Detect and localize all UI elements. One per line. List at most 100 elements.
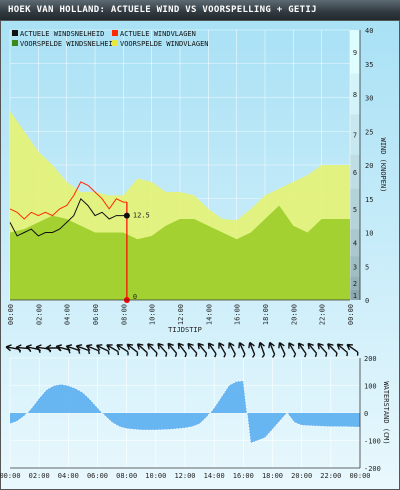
series-actual-gusts xyxy=(9,181,127,220)
arrow-shape xyxy=(95,344,110,355)
beaufort-band xyxy=(350,229,360,257)
wind-direction-arrow xyxy=(65,344,81,354)
arrow-shape xyxy=(207,342,217,358)
legend-label: VOORSPELDE WINDSNELHEID xyxy=(20,40,117,48)
beaufort-band xyxy=(350,276,360,290)
wind-direction-arrow xyxy=(207,342,217,358)
wind-direction-arrow xyxy=(157,342,168,357)
legend-swatch xyxy=(12,30,18,36)
wind-ytick-label: 35 xyxy=(365,61,373,69)
wind-ytick-label: 15 xyxy=(365,196,373,204)
legend-swatch xyxy=(112,30,118,36)
wind-direction-arrow xyxy=(187,342,198,357)
tide-xtick-label: 10:00 xyxy=(145,472,166,480)
arrow-shape xyxy=(126,343,139,356)
now-speed-marker xyxy=(123,212,130,219)
arrow-shape xyxy=(297,342,307,358)
wind-xtick-label: 20:00 xyxy=(290,304,298,325)
wind-xtick-label: 06:00 xyxy=(92,304,100,325)
tide-ytick-label: 0 xyxy=(364,410,368,418)
tide-xtick-label: 06:00 xyxy=(87,472,108,480)
wind-direction-arrow xyxy=(85,344,100,355)
beaufort-band xyxy=(350,289,360,300)
wind-xtick-label: 16:00 xyxy=(234,304,242,325)
beaufort-label: 8 xyxy=(353,91,357,99)
wind-xtick-label: 00:00 xyxy=(7,304,15,325)
arrow-shape xyxy=(238,341,246,358)
beaufort-label: 7 xyxy=(353,132,357,140)
wind-ytick-label: 0 xyxy=(365,297,369,305)
wind-direction-arrow xyxy=(95,344,110,355)
arrow-shape xyxy=(317,342,328,357)
wind-xtick-label: 18:00 xyxy=(262,304,270,325)
wind-direction-arrow xyxy=(55,344,71,354)
arrow-shape xyxy=(15,344,32,353)
legend-label: ACTUELE WINDSNELHEID xyxy=(20,30,104,38)
wind-xtick-label: 08:00 xyxy=(120,304,128,325)
beaufort-band xyxy=(350,154,360,189)
wind-direction-arrow xyxy=(45,344,62,352)
wind-direction-arrow xyxy=(346,343,359,356)
wind-xtick-label: 14:00 xyxy=(205,304,213,325)
tide-ytick-label: -200 xyxy=(364,465,381,473)
wind-direction-arrow xyxy=(258,341,266,358)
wind-direction-arrow xyxy=(5,344,21,353)
wind-direction-arrow xyxy=(218,342,227,358)
tide-xtick-label: 00:00 xyxy=(0,472,21,480)
arrow-shape xyxy=(187,342,198,357)
wind-direction-arrow xyxy=(15,344,32,353)
arrow-shape xyxy=(248,341,256,358)
wind-xtick-label: 00:00 xyxy=(347,304,355,325)
arrow-shape xyxy=(327,343,338,357)
beaufort-label: 3 xyxy=(353,263,357,271)
arrow-shape xyxy=(157,342,168,357)
wind-ytick-label: 30 xyxy=(365,95,373,103)
arrow-shape xyxy=(5,344,21,353)
arrow-shape xyxy=(197,342,208,358)
tide-xtick-label: 20:00 xyxy=(291,472,312,480)
wind-ytick-label: 5 xyxy=(365,263,369,271)
arrow-shape xyxy=(278,341,286,358)
arrow-shape xyxy=(25,344,41,354)
wind-direction-arrow xyxy=(268,341,276,358)
tide-ylabel: WATERSTAND (CM) xyxy=(382,381,390,444)
arrow-shape xyxy=(75,344,91,355)
wind-direction-arrow xyxy=(25,344,41,354)
wind-direction-arrow xyxy=(197,342,208,358)
arrow-shape xyxy=(288,342,297,358)
tide-xtick-label: 16:00 xyxy=(233,472,254,480)
wind-direction-arrow xyxy=(167,342,178,358)
wind-direction-arrow xyxy=(35,344,52,353)
wind-direction-arrow xyxy=(248,341,256,358)
beaufort-label: 9 xyxy=(353,49,357,57)
beaufort-label: 2 xyxy=(353,280,357,288)
arrow-shape xyxy=(167,342,178,358)
arrow-shape xyxy=(336,343,349,357)
wind-xlabel: TIJDSTIP xyxy=(168,326,202,334)
wind-xtick-label: 02:00 xyxy=(35,304,43,325)
tide-xtick-label: 02:00 xyxy=(29,472,50,480)
wind-ytick-label: 25 xyxy=(365,128,373,136)
wind-direction-arrow xyxy=(278,341,286,358)
arrow-shape xyxy=(218,342,227,358)
arrow-shape xyxy=(268,341,276,358)
beaufort-band xyxy=(350,114,360,155)
arrow-shape xyxy=(85,344,100,355)
arrow-shape xyxy=(258,341,266,358)
tide-xtick-label: 04:00 xyxy=(58,472,79,480)
tide-xtick-label: 08:00 xyxy=(116,472,137,480)
arrow-shape xyxy=(147,343,158,357)
beaufort-label: 1 xyxy=(353,292,357,300)
wind-direction-arrow xyxy=(75,344,91,355)
wind-ytick-label: 20 xyxy=(365,162,373,170)
tide-xtick-label: 00:00 xyxy=(349,472,370,480)
legend-label: VOORSPELDE WINDVLAGEN xyxy=(120,40,209,48)
wind-direction-arrow xyxy=(307,342,318,358)
series-forecast-speed xyxy=(10,205,350,300)
beaufort-label: 6 xyxy=(353,169,357,177)
arrow-shape xyxy=(35,344,52,353)
tide-xtick-label: 14:00 xyxy=(204,472,225,480)
wind-xtick-label: 22:00 xyxy=(319,304,327,325)
wind-xtick-label: 10:00 xyxy=(149,304,157,325)
